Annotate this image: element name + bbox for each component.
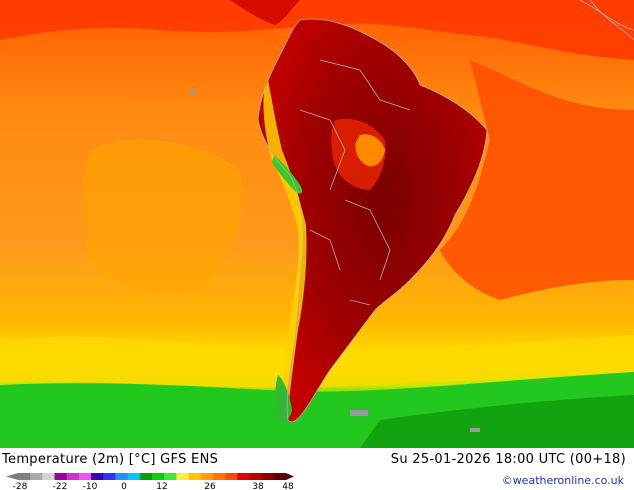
colorbar-tick-label: -28 [13,482,28,490]
forecast-timestamp: Su 25-01-2026 18:00 UTC (00+18) [390,452,626,467]
coastlines-borders [257,0,634,423]
colorbar-swatch [212,473,226,480]
colorbar-left-arrow [6,473,18,480]
colorbar-tick-label: -10 [83,482,98,490]
colorbar-swatch [115,473,128,480]
colorbar-ticks: -28 -22 -10 0 12 26 38 48 [13,482,294,490]
colorbar-swatch [18,473,31,480]
colorbar-tick-label: -22 [53,482,68,490]
colorbar-tick-label: 48 [282,482,294,490]
colorbar-swatch [261,473,275,480]
south-america-land [258,19,487,422]
colorbar-right-arrow [286,473,294,480]
colorbar-swatch [78,473,92,480]
colorbar-swatch [225,473,238,480]
credit-link[interactable]: ©weatheronline.co.uk [501,474,624,487]
colorbar-tick-label: 0 [121,482,127,490]
footer-bar: Temperature (2m) [°C] GFS ENS Su 25-01-2… [0,448,634,490]
colorbar-swatch [164,473,177,480]
southern-colder-band [360,395,634,448]
colorbar-swatch [127,473,141,480]
andes-green-spots [272,155,303,194]
south-islands [190,90,480,432]
colorbar-swatch [91,473,104,480]
colorbar-swatch [176,473,189,480]
atlantic-warm-zone [440,60,634,300]
colorbar-swatch [273,473,287,480]
colorbar-swatches [6,473,294,480]
north-hot-band [0,0,634,60]
temperature-map [0,0,634,448]
patagonia-cold-tip [275,375,292,422]
colorbar-swatch [152,473,165,480]
colorbar-swatch [54,473,68,480]
colorbar-swatch [42,473,55,480]
interior-warm-spot [355,134,385,167]
colorbar-swatch [200,473,214,480]
colorbar-tick-label: 38 [252,482,264,490]
colorbar-swatch [30,473,43,480]
colorbar-swatch [139,473,153,480]
colorbar-legend: -28 -22 -10 0 12 26 38 48 [6,473,294,490]
colorbar-tick-label: 12 [156,482,167,490]
colorbar-swatch [249,473,262,480]
colorbar-swatch [103,473,116,480]
colorbar-swatch [237,473,250,480]
colorbar-tick-label: 26 [204,482,216,490]
central-america-land [230,0,300,25]
pacific-cool-patch [82,139,243,294]
colorbar-swatch [188,473,202,480]
map-title: Temperature (2m) [°C] GFS ENS [2,452,219,467]
colorbar-swatch [66,473,80,480]
